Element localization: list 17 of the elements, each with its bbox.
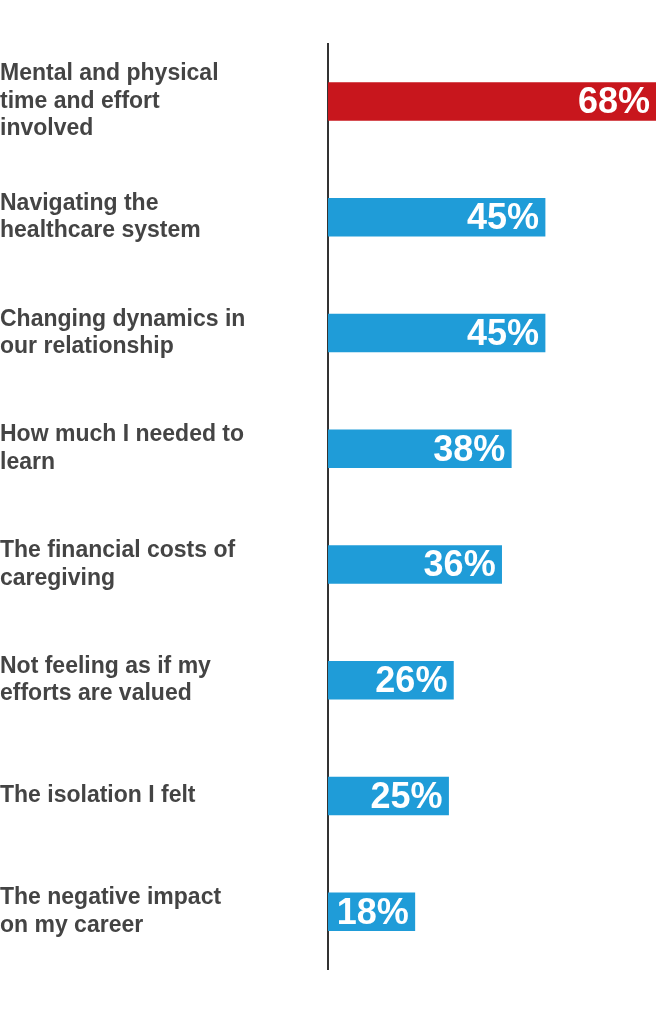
y-tick-label: The financial costs of caregiving	[0, 536, 236, 590]
data-label: 45%	[467, 196, 540, 238]
data-label: 26%	[375, 659, 448, 701]
bar	[328, 82, 656, 121]
y-tick-label: Mental and physical time and effort involved	[0, 59, 219, 141]
data-label: 36%	[423, 543, 496, 585]
y-tick-label: The isolation I felt	[0, 781, 196, 808]
data-label: 25%	[370, 774, 443, 816]
data-label: 45%	[467, 311, 540, 353]
data-label: 38%	[433, 427, 506, 469]
y-tick-label: How much I needed to learn	[0, 420, 245, 474]
y-tick-label: Navigating the healthcare system	[0, 188, 201, 243]
data-label: 18%	[336, 890, 409, 932]
y-tick-label: Not feeling as if my efforts are valued	[0, 651, 212, 706]
y-tick-label: Changing dynamics in our relationship	[0, 304, 246, 359]
data-label: 68%	[577, 80, 650, 122]
y-tick-label: The negative impact on my career	[0, 883, 222, 937]
